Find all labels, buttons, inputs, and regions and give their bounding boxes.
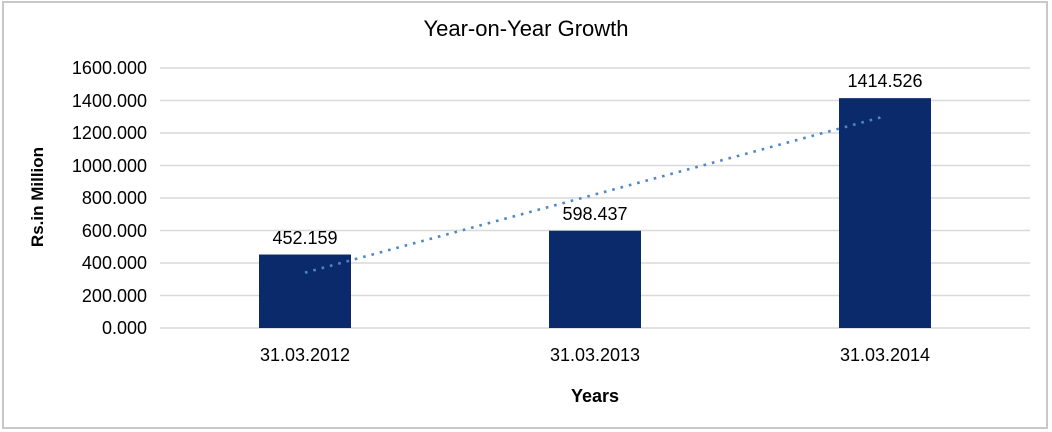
bar-31.03.2013[interactable] (549, 230, 641, 328)
bar-data-label: 452.159 (272, 227, 338, 248)
x-tick-label: 31.03.2013 (549, 345, 641, 365)
x-tick-label: 31.03.2014 (839, 345, 931, 365)
bar-31.03.2014[interactable] (839, 98, 931, 328)
y-tick-label: 400.000 (81, 253, 147, 273)
bar-31.03.2012[interactable] (259, 254, 351, 328)
x-tick-label: 31.03.2012 (259, 345, 351, 365)
y-tick-label: 200.000 (81, 285, 147, 306)
y-tick-label: 600.000 (81, 220, 147, 241)
trendline[interactable] (304, 115, 886, 274)
chart-title: Year-on-Year Growth (423, 16, 629, 41)
y-tick-label: 1600.000 (71, 58, 147, 78)
bar-data-label: 598.437 (562, 203, 628, 224)
y-tick-label: 0.000 (101, 318, 147, 338)
y-tick-label: 800.000 (81, 188, 147, 208)
x-axis-title: Years (570, 386, 620, 406)
y-tick-label: 1400.000 (71, 90, 147, 111)
y-tick-label: 1000.000 (71, 155, 147, 176)
bar-data-label: 1414.526 (847, 71, 923, 92)
y-tick-label: 1200.000 (71, 123, 147, 143)
